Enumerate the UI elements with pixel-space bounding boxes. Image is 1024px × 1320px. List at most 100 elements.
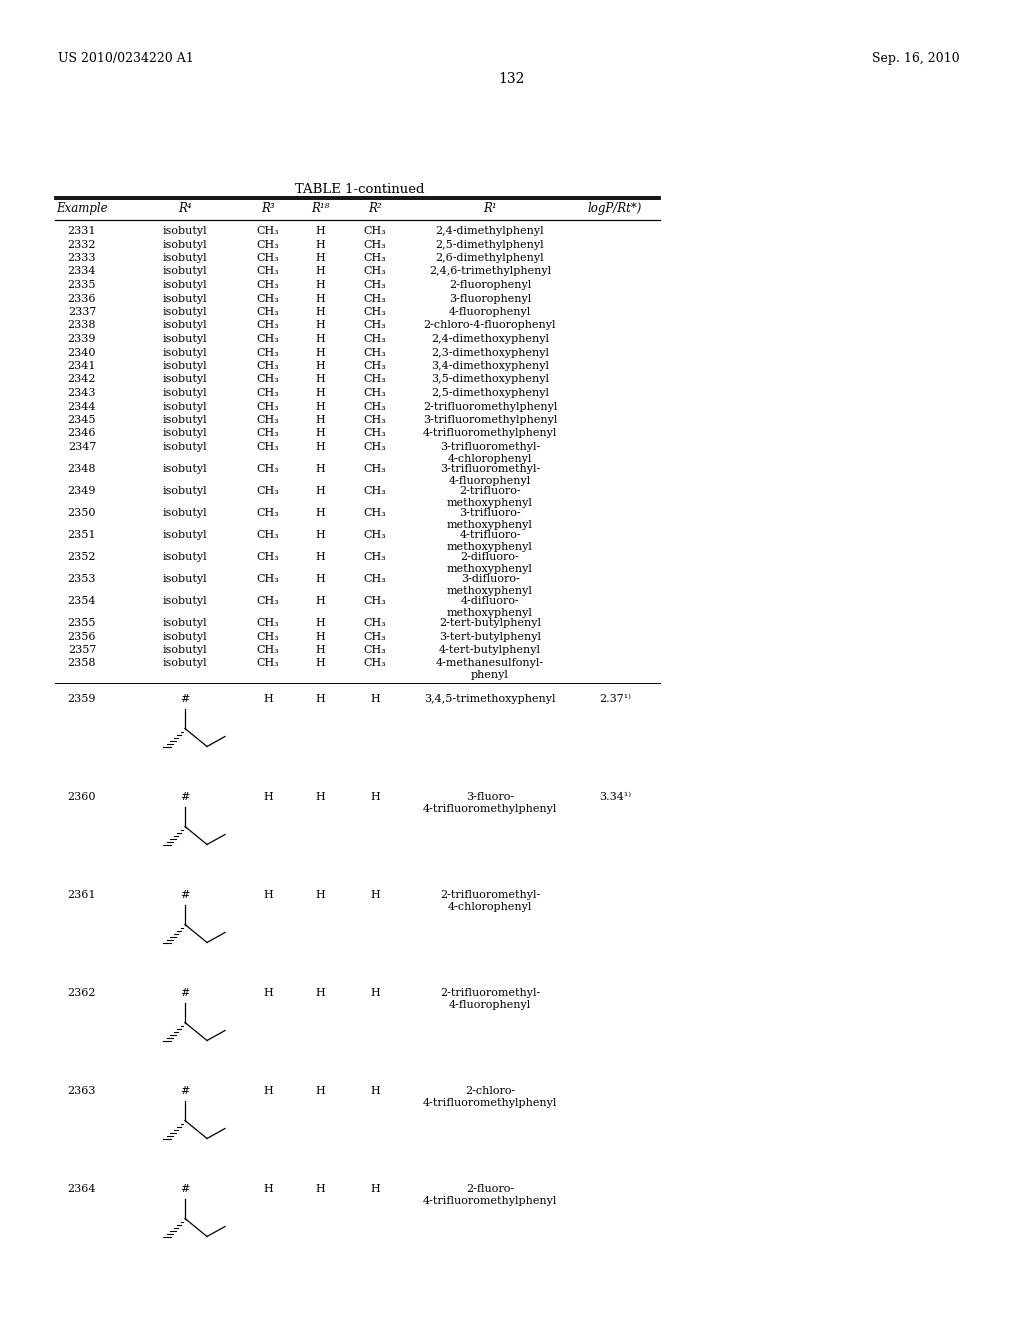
Text: 2,6-dimethylphenyl: 2,6-dimethylphenyl xyxy=(435,253,545,263)
Text: 3,4,5-trimethoxyphenyl: 3,4,5-trimethoxyphenyl xyxy=(424,694,556,705)
Text: 132: 132 xyxy=(499,73,525,86)
Text: H: H xyxy=(370,1086,380,1097)
Text: CH₃: CH₃ xyxy=(364,308,386,317)
Text: CH₃: CH₃ xyxy=(257,347,280,358)
Text: H: H xyxy=(370,792,380,803)
Text: H: H xyxy=(370,694,380,705)
Text: H: H xyxy=(315,989,325,998)
Text: 4-methanesulfonyl-: 4-methanesulfonyl- xyxy=(436,659,544,668)
Text: CH₃: CH₃ xyxy=(364,631,386,642)
Text: CH₃: CH₃ xyxy=(364,347,386,358)
Text: H: H xyxy=(315,1086,325,1097)
Text: 2340: 2340 xyxy=(68,347,96,358)
Text: CH₃: CH₃ xyxy=(364,486,386,496)
Text: H: H xyxy=(315,388,325,399)
Text: H: H xyxy=(315,486,325,496)
Text: 2,4,6-trimethylphenyl: 2,4,6-trimethylphenyl xyxy=(429,267,551,276)
Text: 2362: 2362 xyxy=(68,989,96,998)
Text: H: H xyxy=(315,321,325,330)
Text: 2358: 2358 xyxy=(68,659,96,668)
Text: isobutyl: isobutyl xyxy=(163,388,207,399)
Text: CH₃: CH₃ xyxy=(257,308,280,317)
Text: CH₃: CH₃ xyxy=(364,401,386,412)
Text: CH₃: CH₃ xyxy=(257,508,280,517)
Text: CH₃: CH₃ xyxy=(364,465,386,474)
Text: logP/Rt*): logP/Rt*) xyxy=(588,202,642,215)
Text: H: H xyxy=(315,574,325,583)
Text: 2336: 2336 xyxy=(68,293,96,304)
Text: CH₃: CH₃ xyxy=(364,429,386,438)
Text: Example: Example xyxy=(56,202,108,215)
Text: CH₃: CH₃ xyxy=(257,414,280,425)
Text: CH₃: CH₃ xyxy=(257,226,280,236)
Text: CH₃: CH₃ xyxy=(364,360,386,371)
Text: US 2010/0234220 A1: US 2010/0234220 A1 xyxy=(58,51,194,65)
Text: CH₃: CH₃ xyxy=(257,486,280,496)
Text: isobutyl: isobutyl xyxy=(163,293,207,304)
Text: CH₃: CH₃ xyxy=(364,375,386,384)
Text: 3-fluorophenyl: 3-fluorophenyl xyxy=(449,293,531,304)
Text: 2342: 2342 xyxy=(68,375,96,384)
Text: 2,5-dimethylphenyl: 2,5-dimethylphenyl xyxy=(435,239,545,249)
Text: 2,3-dimethoxyphenyl: 2,3-dimethoxyphenyl xyxy=(431,347,549,358)
Text: 2352: 2352 xyxy=(68,552,96,562)
Text: CH₃: CH₃ xyxy=(364,388,386,399)
Text: 4-difluoro-: 4-difluoro- xyxy=(461,597,519,606)
Text: methoxyphenyl: methoxyphenyl xyxy=(447,498,532,507)
Text: CH₃: CH₃ xyxy=(257,531,280,540)
Text: isobutyl: isobutyl xyxy=(163,401,207,412)
Text: 2363: 2363 xyxy=(68,1086,96,1097)
Text: isobutyl: isobutyl xyxy=(163,239,207,249)
Text: methoxyphenyl: methoxyphenyl xyxy=(447,586,532,595)
Text: 3-trifluoromethylphenyl: 3-trifluoromethylphenyl xyxy=(423,414,557,425)
Text: CH₃: CH₃ xyxy=(257,239,280,249)
Text: 2350: 2350 xyxy=(68,508,96,517)
Text: 3-tert-butylphenyl: 3-tert-butylphenyl xyxy=(439,631,541,642)
Text: isobutyl: isobutyl xyxy=(163,618,207,628)
Text: methoxyphenyl: methoxyphenyl xyxy=(447,520,532,529)
Text: isobutyl: isobutyl xyxy=(163,574,207,583)
Text: H: H xyxy=(315,334,325,345)
Text: CH₃: CH₃ xyxy=(257,401,280,412)
Text: methoxyphenyl: methoxyphenyl xyxy=(447,607,532,618)
Text: isobutyl: isobutyl xyxy=(163,429,207,438)
Text: CH₃: CH₃ xyxy=(257,465,280,474)
Text: H: H xyxy=(315,508,325,517)
Text: CH₃: CH₃ xyxy=(257,645,280,655)
Text: 3.34¹⁾: 3.34¹⁾ xyxy=(599,792,631,803)
Text: 2334: 2334 xyxy=(68,267,96,276)
Text: H: H xyxy=(263,1184,272,1195)
Text: H: H xyxy=(315,253,325,263)
Text: H: H xyxy=(370,989,380,998)
Text: H: H xyxy=(263,1086,272,1097)
Text: isobutyl: isobutyl xyxy=(163,360,207,371)
Text: H: H xyxy=(315,226,325,236)
Text: H: H xyxy=(263,694,272,705)
Text: CH₃: CH₃ xyxy=(257,321,280,330)
Text: CH₃: CH₃ xyxy=(257,267,280,276)
Text: 2357: 2357 xyxy=(68,645,96,655)
Text: CH₃: CH₃ xyxy=(257,360,280,371)
Text: CH₃: CH₃ xyxy=(257,293,280,304)
Text: #: # xyxy=(180,1086,189,1097)
Text: 3-trifluoro-: 3-trifluoro- xyxy=(459,508,521,517)
Text: 2331: 2331 xyxy=(68,226,96,236)
Text: CH₃: CH₃ xyxy=(364,645,386,655)
Text: H: H xyxy=(315,891,325,900)
Text: TABLE 1-continued: TABLE 1-continued xyxy=(295,183,425,195)
Text: 4-trifluoromethylphenyl: 4-trifluoromethylphenyl xyxy=(423,1098,557,1107)
Text: 3,4-dimethoxyphenyl: 3,4-dimethoxyphenyl xyxy=(431,360,549,371)
Text: H: H xyxy=(315,308,325,317)
Text: 2,4-dimethoxyphenyl: 2,4-dimethoxyphenyl xyxy=(431,334,549,345)
Text: 2333: 2333 xyxy=(68,253,96,263)
Text: 2-trifluoromethylphenyl: 2-trifluoromethylphenyl xyxy=(423,401,557,412)
Text: CH₃: CH₃ xyxy=(257,253,280,263)
Text: 4-trifluoromethylphenyl: 4-trifluoromethylphenyl xyxy=(423,1196,557,1206)
Text: 2345: 2345 xyxy=(68,414,96,425)
Text: H: H xyxy=(315,429,325,438)
Text: isobutyl: isobutyl xyxy=(163,226,207,236)
Text: H: H xyxy=(370,1184,380,1195)
Text: isobutyl: isobutyl xyxy=(163,465,207,474)
Text: isobutyl: isobutyl xyxy=(163,631,207,642)
Text: 2-chloro-4-fluorophenyl: 2-chloro-4-fluorophenyl xyxy=(424,321,556,330)
